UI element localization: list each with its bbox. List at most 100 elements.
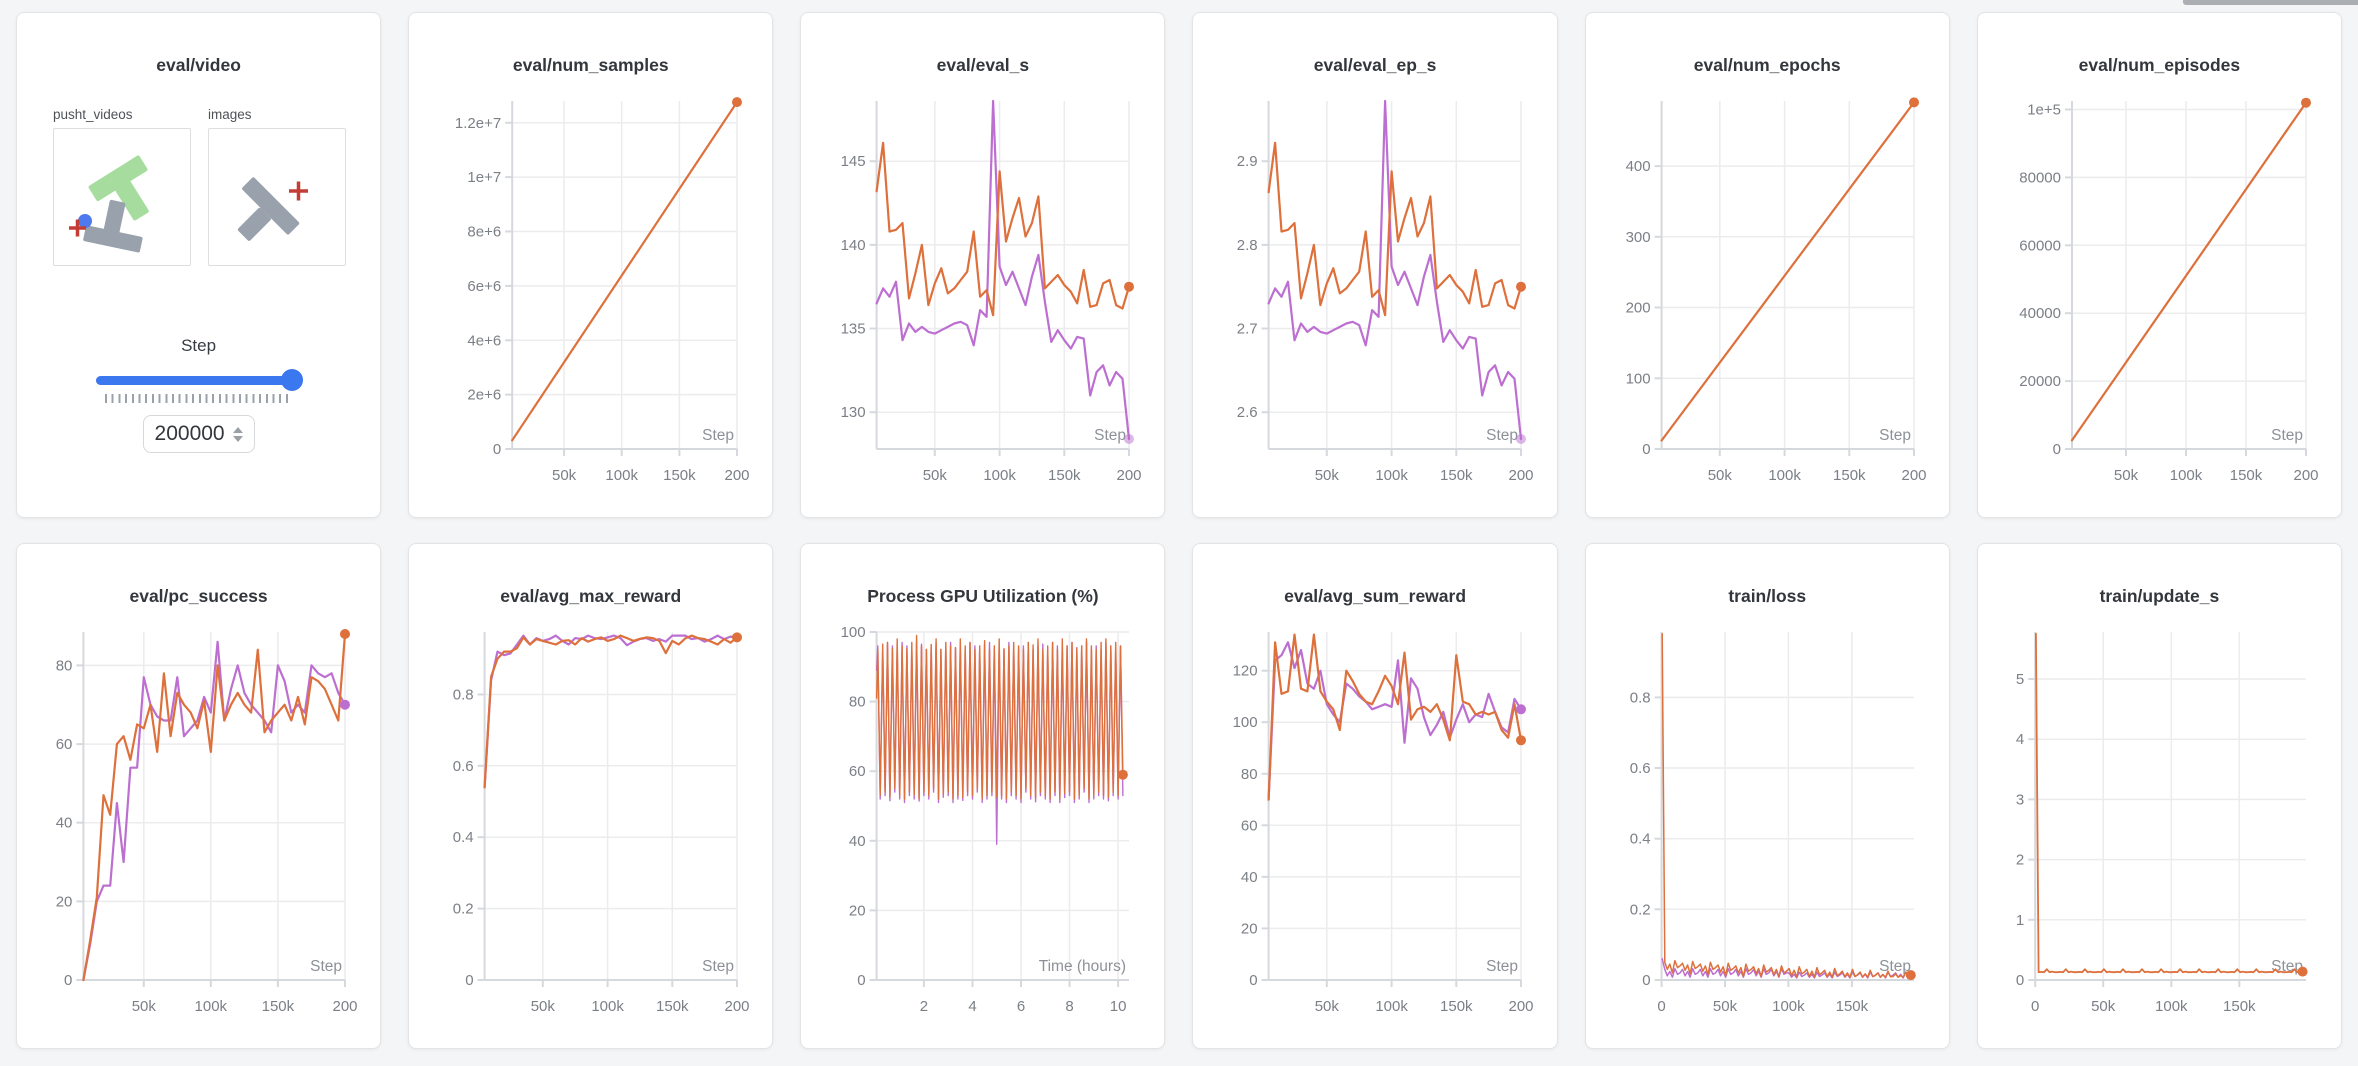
svg-text:40: 40 [56,815,73,832]
svg-text:200: 200 [725,998,750,1015]
svg-text:200: 200 [1509,467,1534,484]
svg-text:4e+6: 4e+6 [468,332,502,349]
svg-text:Step: Step [1487,958,1519,975]
chart-panel-eval-num-epochs: eval/num_epochs 50k 100k 150k 200 0 100 200 300 4… [1584,12,1950,518]
svg-text:1e+5: 1e+5 [2027,102,2061,119]
chart-plot[interactable]: 50k 100k 150k 200 0 2e+6 4e+6 6e+6 8e+6 1e+7 1.2e+… [409,81,773,511]
svg-text:150k: 150k [1048,467,1081,484]
svg-text:2.7: 2.7 [1237,321,1258,338]
chart-title: eval/num_epochs [1693,55,1841,75]
svg-text:0: 0 [858,972,866,989]
svg-text:Step: Step [2271,427,2303,444]
chart-title: train/update_s [2099,586,2220,606]
svg-text:2: 2 [920,998,928,1015]
svg-text:40000: 40000 [2019,305,2061,322]
svg-text:100k: 100k [2170,467,2203,484]
svg-text:20: 20 [1241,920,1258,937]
step-slider-ticks [105,394,291,403]
pusht-image-frame-icon [237,177,308,241]
svg-text:50k: 50k [1707,467,1732,484]
media-caption-images: images [208,107,252,122]
svg-text:100k: 100k [1376,998,1409,1015]
svg-text:200: 200 [1117,467,1142,484]
scrollbar-fragment[interactable] [2183,0,2358,5]
svg-text:100: 100 [1233,714,1258,731]
chart-title: Process GPU Utilization (%) [867,586,1099,606]
svg-text:200: 200 [1509,998,1534,1015]
chart-panel-eval-avg-max-reward: eval/avg_max_reward 50k 100k 150k 200 0 0.2 0.4… [408,543,774,1049]
svg-text:150k: 150k [1441,998,1474,1015]
chart-title: eval/eval_s [936,55,1030,75]
svg-text:80: 80 [849,694,866,711]
stepper-up-icon[interactable] [232,426,243,433]
chart-plot[interactable]: 50k 100k 150k 200 0 20 40 60 80 100 120 Step [1193,612,1557,1042]
step-slider-track[interactable] [96,376,302,385]
svg-text:80000: 80000 [2019,169,2061,186]
svg-text:200: 200 [1901,467,1926,484]
svg-text:Step: Step [1094,427,1126,444]
step-value-text: 200000 [154,422,225,445]
svg-text:0: 0 [1250,972,1258,989]
chart-title: eval/num_episodes [2078,55,2241,75]
svg-text:4: 4 [969,998,977,1015]
chart-plot[interactable]: 50k 100k 150k 200 0 20 40 60 80 Step [17,612,381,1042]
svg-text:100k: 100k [984,467,1017,484]
svg-text:Step: Step [1879,958,1911,975]
svg-text:145: 145 [841,153,866,170]
svg-text:0: 0 [493,441,501,458]
svg-text:50k: 50k [552,467,577,484]
chart-panel-eval-pc-success: eval/pc_success 50k 100k 150k 200 0 20 40 60 80 St… [16,543,382,1049]
svg-text:2e+6: 2e+6 [468,387,502,404]
step-slider[interactable] [96,369,304,391]
svg-text:100: 100 [1625,370,1650,387]
svg-text:150k: 150k [663,467,696,484]
svg-text:3: 3 [2016,791,2024,808]
svg-text:100k: 100k [1772,998,1805,1015]
chart-plot[interactable]: 50k 100k 150k 200 0 0.2 0.4 0.6 0.8 Step [409,612,773,1042]
svg-text:4: 4 [2016,731,2024,748]
chart-plot[interactable]: 50k 100k 150k 200 130 135 140 145 Step [801,81,1165,511]
svg-text:40: 40 [1241,869,1258,886]
svg-text:2.8: 2.8 [1237,237,1258,254]
svg-text:50k: 50k [132,998,157,1015]
svg-text:0: 0 [1642,972,1650,989]
media-thumbnail-pusht-videos[interactable] [53,128,191,266]
svg-text:100k: 100k [1376,467,1409,484]
chart-title: eval/avg_sum_reward [1284,586,1467,606]
svg-text:6: 6 [1017,998,1025,1015]
svg-text:40: 40 [849,833,866,850]
svg-text:120: 120 [1233,663,1258,680]
svg-text:8: 8 [1066,998,1074,1015]
step-slider-label: Step [181,336,217,355]
chart-title: train/loss [1728,586,1807,606]
svg-text:0: 0 [1642,441,1650,458]
chart-plot[interactable]: 0 50k 100k 150k 0 0.2 0.4 0.6 0.8 Step [1586,612,1950,1042]
svg-text:0.6: 0.6 [453,758,474,775]
media-panel-eval-video: eval/video pusht_videos images [16,12,382,518]
svg-text:50k: 50k [1713,998,1738,1015]
step-value-input[interactable]: 200000 [142,415,255,453]
step-slider-thumb[interactable] [281,369,304,391]
chart-plot[interactable]: 50k 100k 150k 200 0 20000 40000 60000 80000 1e+5 S… [1978,81,2342,511]
svg-text:Time (hours): Time (hours) [1039,958,1126,975]
stepper-down-icon[interactable] [232,435,243,442]
step-value-stepper[interactable] [232,426,243,442]
chart-plot[interactable]: 50k 100k 150k 200 0 100 200 300 400 Step [1586,81,1950,511]
svg-text:60000: 60000 [2019,237,2061,254]
chart-panel-eval-avg-sum-reward: eval/avg_sum_reward 50k 100k 150k 200 0 20 40 60… [1192,543,1558,1049]
svg-text:10: 10 [1110,998,1127,1015]
svg-text:Step: Step [702,427,734,444]
svg-text:150k: 150k [1441,467,1474,484]
svg-text:150k: 150k [656,998,689,1015]
svg-text:50k: 50k [2114,467,2139,484]
svg-text:0.6: 0.6 [1629,760,1650,777]
svg-text:1e+7: 1e+7 [468,169,502,186]
svg-text:100: 100 [841,624,866,641]
chart-panel-process-gpu-utilization: Process GPU Utilization (%) 2 4 6 8 10 0 20 40 60… [800,543,1166,1049]
chart-plot[interactable]: 50k 100k 150k 200 2.6 2.7 2.8 2.9 Step [1193,81,1557,511]
svg-text:0.2: 0.2 [453,901,474,918]
media-thumbnail-images[interactable] [208,128,346,266]
